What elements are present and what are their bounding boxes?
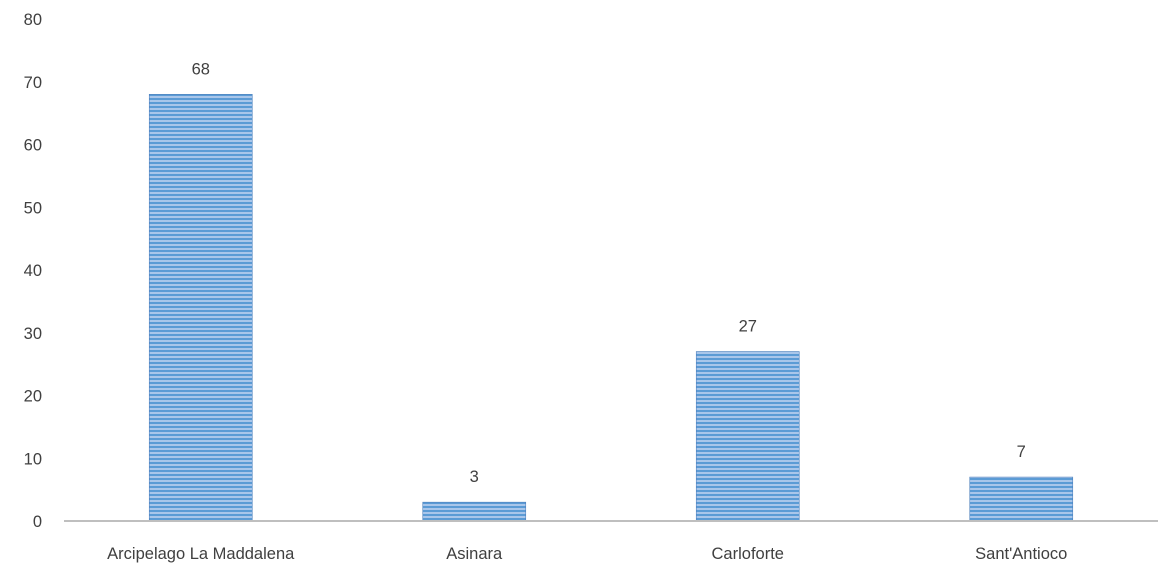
x-tick-label: Sant'Antioco [975,545,1067,563]
x-tick-label: Asinara [446,545,503,563]
y-tick-label: 80 [24,11,42,29]
x-axis-category-labels: Arcipelago La Maddalena Asinara Carloforte… [107,545,1067,563]
bar [969,476,1074,522]
y-axis-tick-labels: 0 10 20 30 40 50 60 70 80 [24,11,42,531]
data-label: 3 [470,468,479,486]
data-label: 27 [739,318,757,336]
y-tick-label: 70 [24,74,42,92]
bar [148,94,253,522]
y-tick-label: 10 [24,450,42,468]
data-labels: 68 3 27 7 [192,60,1026,486]
y-tick-label: 30 [24,325,42,343]
y-tick-label: 50 [24,199,42,217]
bar [422,501,527,522]
y-tick-label: 0 [33,513,42,531]
x-tick-label: Carloforte [712,545,784,563]
y-tick-label: 20 [24,388,42,406]
y-tick-label: 60 [24,137,42,155]
y-tick-label: 40 [24,262,42,280]
bar-series [148,94,1074,522]
bar [695,351,800,522]
data-label: 7 [1017,443,1026,461]
data-label: 68 [192,60,210,78]
x-tick-label: Arcipelago La Maddalena [107,545,295,563]
